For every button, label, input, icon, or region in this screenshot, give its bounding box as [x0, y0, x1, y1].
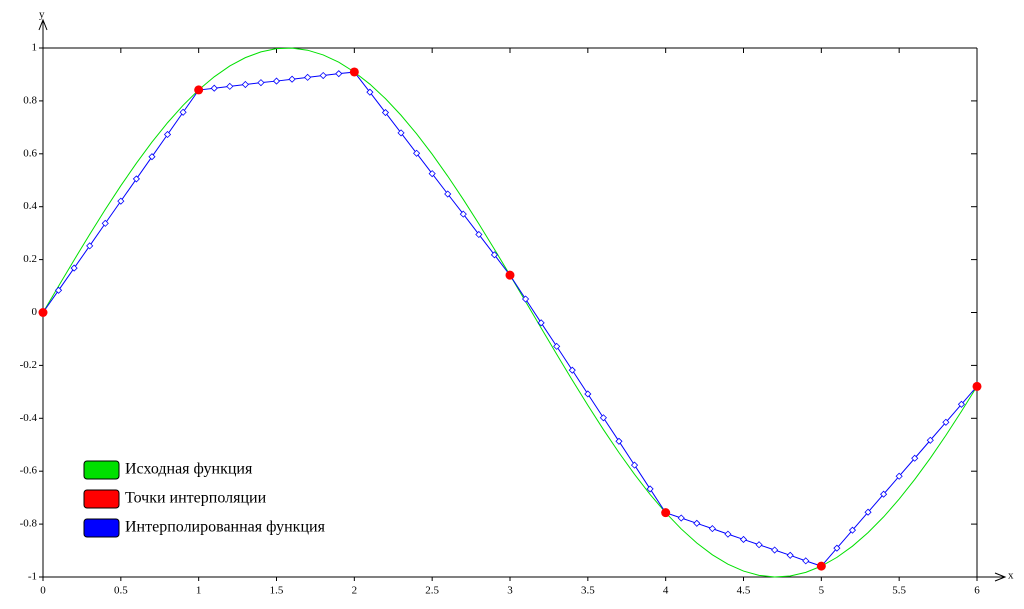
point-marker — [568, 366, 576, 374]
legend-label: Исходная функция — [125, 461, 253, 478]
point-marker — [444, 190, 452, 198]
point-marker — [926, 436, 934, 444]
point-marker — [490, 251, 498, 259]
point-marker — [599, 414, 607, 422]
point-marker — [132, 175, 140, 183]
point-marker — [786, 551, 794, 559]
point-marker — [739, 535, 748, 544]
point-marker — [755, 541, 763, 549]
point-marker — [802, 557, 810, 565]
point-marker — [70, 264, 78, 272]
x-tick-label: 2.5 — [425, 585, 439, 597]
point-marker — [117, 197, 125, 205]
interpolation-point — [661, 508, 671, 518]
point-marker — [895, 472, 903, 480]
x-tick-label: 4.5 — [737, 585, 751, 597]
x-arrow — [994, 572, 1007, 582]
x-tick-label: 5.5 — [892, 585, 906, 597]
legend-swatch — [83, 460, 120, 480]
x-tick-label: 0 — [40, 585, 46, 597]
y-arrow — [38, 18, 48, 31]
point-marker — [724, 530, 732, 538]
x-tick-label: 3 — [507, 585, 513, 597]
point-marker — [413, 149, 421, 157]
point-marker — [522, 295, 530, 303]
point-marker — [615, 437, 623, 445]
point-marker — [693, 519, 701, 527]
x-tick-label: 1.5 — [270, 585, 284, 597]
x-tick-label: 0.5 — [114, 585, 128, 597]
point-marker — [428, 170, 436, 178]
point-marker — [537, 319, 545, 327]
point-marker — [864, 508, 872, 516]
legend-label: Точки интерполяции — [125, 490, 267, 507]
point-marker — [381, 108, 390, 117]
point-marker — [226, 82, 234, 90]
point-marker — [148, 153, 156, 161]
point-marker — [646, 485, 654, 493]
point-marker — [584, 390, 592, 398]
x-tick-label: 5 — [819, 585, 825, 597]
point-marker — [771, 546, 779, 554]
legend-swatch — [83, 489, 120, 509]
y-axis-label: y — [39, 9, 45, 21]
point-marker — [957, 400, 965, 408]
y-tick-label: 0.6 — [23, 147, 37, 159]
interpolation-point — [816, 561, 826, 571]
x-tick-label: 3.5 — [581, 585, 595, 597]
point-marker — [366, 88, 374, 96]
point-marker — [880, 490, 888, 498]
x-tick-label: 4 — [663, 585, 669, 597]
x-tick-label: 6 — [974, 585, 980, 597]
point-marker — [833, 544, 841, 552]
point-marker — [55, 286, 63, 294]
point-marker — [304, 73, 312, 81]
point-marker — [708, 525, 716, 533]
x-axis-label: x — [1008, 570, 1014, 582]
y-tick-label: -0.6 — [20, 465, 38, 477]
point-marker — [630, 461, 639, 469]
point-marker — [475, 230, 483, 239]
y-tick-label: 0.4 — [23, 200, 37, 212]
interpolation-point — [194, 85, 204, 95]
point-marker — [179, 108, 187, 116]
point-marker — [288, 75, 296, 83]
y-tick-label: -0.2 — [20, 359, 37, 371]
point-marker — [101, 219, 109, 227]
y-tick-label: 0.8 — [23, 94, 37, 106]
y-tick-label: 0.2 — [23, 253, 37, 265]
point-marker — [335, 70, 343, 78]
interpolation-point — [38, 308, 48, 317]
point-marker — [942, 418, 950, 426]
point-marker — [911, 454, 919, 462]
point-marker — [86, 242, 94, 250]
legend-swatch — [83, 518, 120, 538]
x-tick-label: 1 — [196, 585, 202, 597]
point-marker — [459, 210, 467, 218]
y-tick-label: 1 — [32, 42, 38, 54]
point-marker — [553, 342, 561, 350]
point-marker — [397, 129, 405, 137]
point-marker — [241, 80, 249, 89]
point-marker — [319, 71, 327, 80]
point-marker — [677, 514, 685, 522]
legend-label: Интерполированная функция — [125, 519, 326, 536]
y-tick-label: 0 — [32, 306, 38, 318]
interpolation-point — [972, 381, 982, 391]
x-tick-label: 2 — [352, 585, 358, 597]
y-tick-label: -0.8 — [20, 518, 38, 530]
interpolation-point — [349, 67, 359, 77]
point-marker — [210, 84, 218, 92]
point-marker — [163, 130, 172, 139]
point-marker — [257, 79, 265, 87]
y-tick-label: -0.4 — [20, 412, 38, 424]
point-marker — [848, 526, 857, 534]
interpolation-point — [505, 270, 515, 280]
y-tick-label: -1 — [28, 571, 37, 583]
point-marker — [272, 77, 281, 85]
